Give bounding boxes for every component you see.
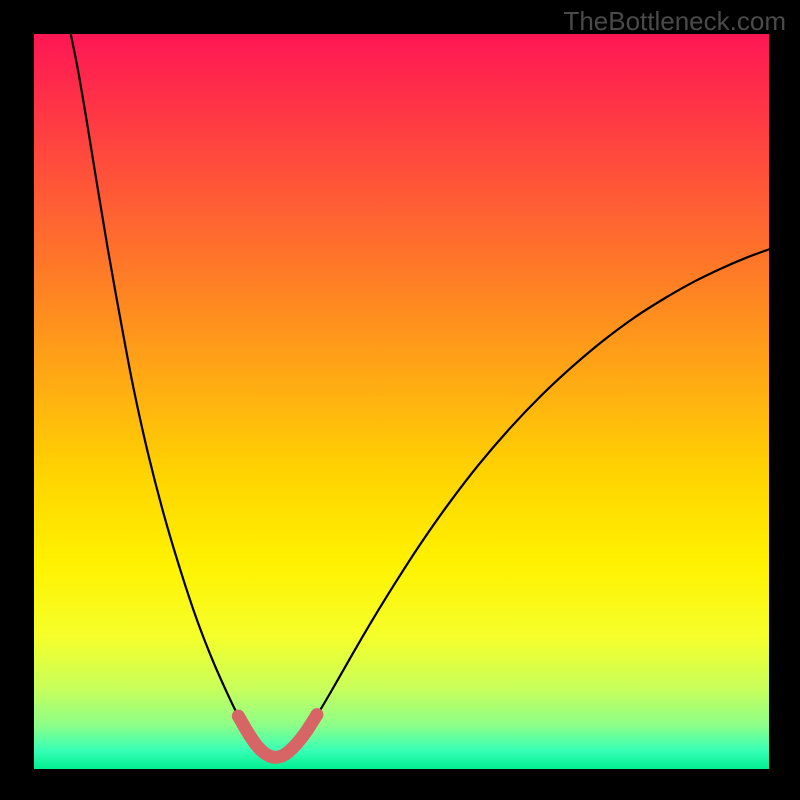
gradient-background	[34, 34, 769, 769]
chart-stage: TheBottleneck.com	[0, 0, 800, 800]
plot-area	[34, 34, 769, 769]
watermark-text: TheBottleneck.com	[563, 6, 786, 37]
plot-svg	[34, 34, 769, 769]
